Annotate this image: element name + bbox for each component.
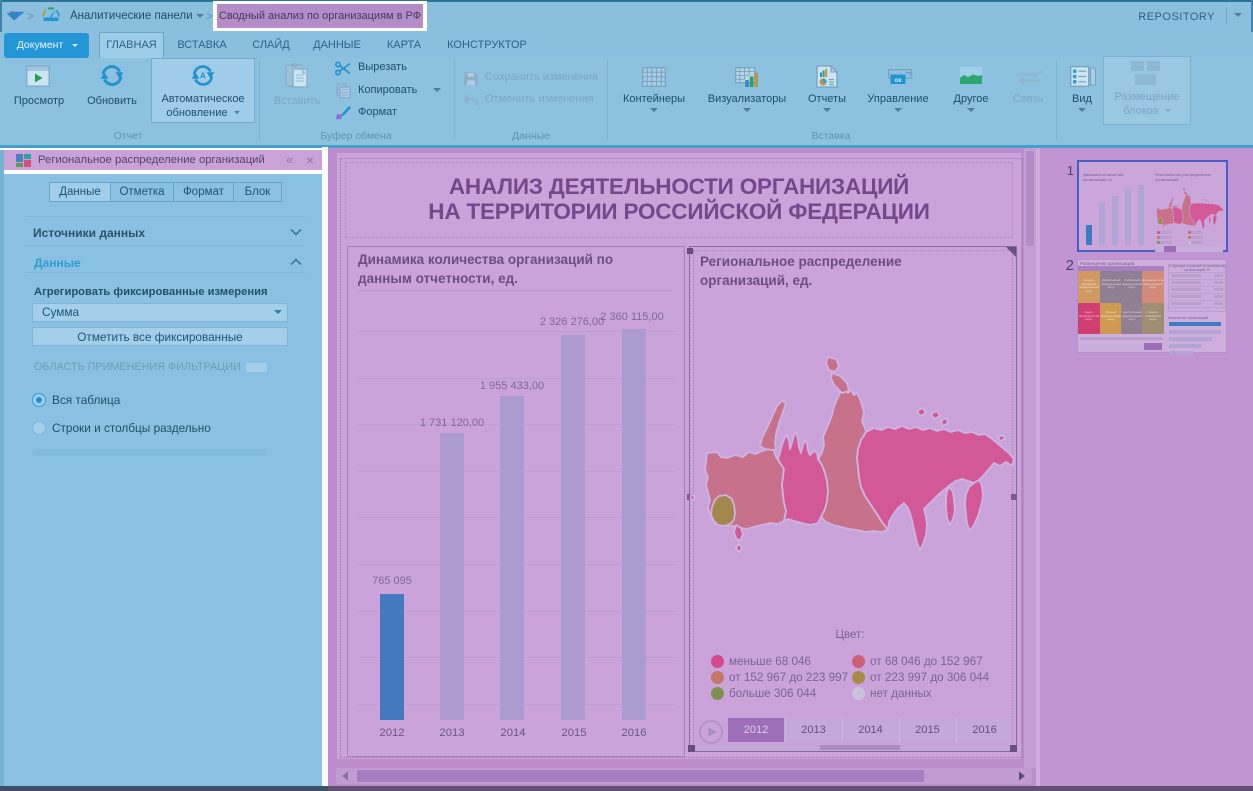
- svg-text:ок: ок: [895, 78, 902, 84]
- svg-text:A: A: [200, 71, 206, 81]
